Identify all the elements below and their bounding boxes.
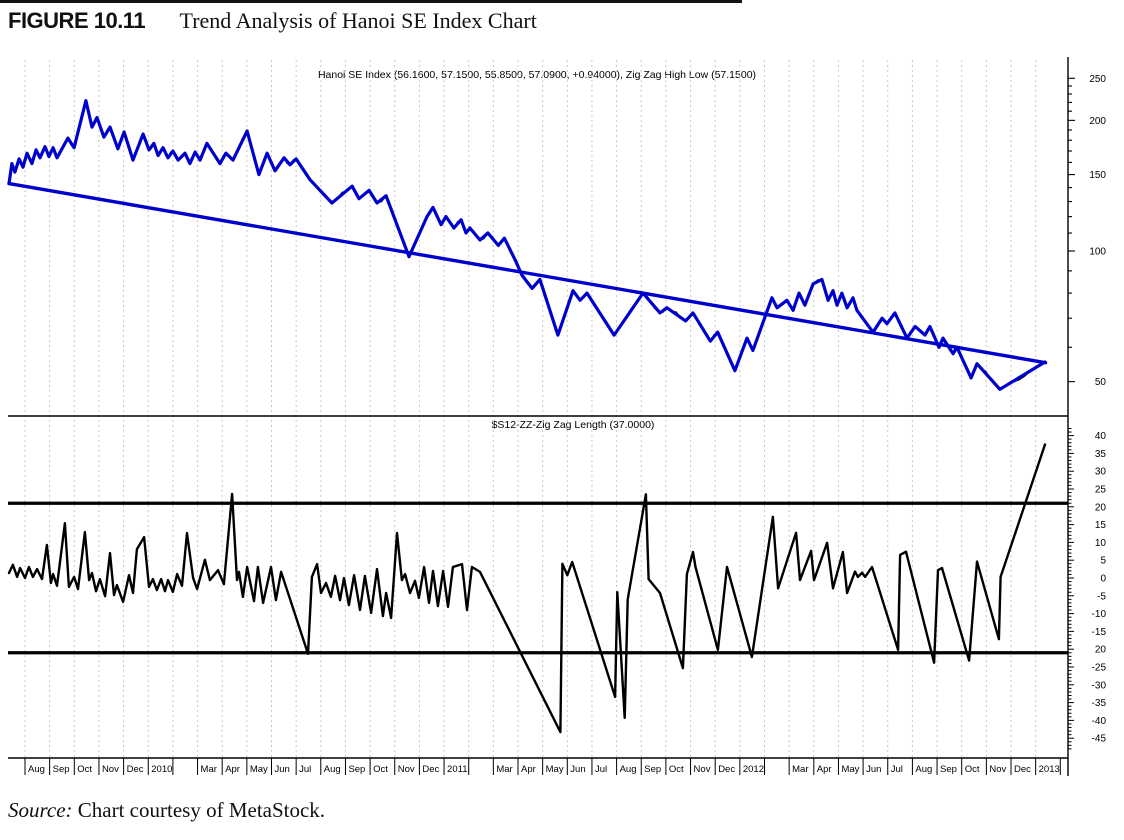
metastock-chart: Hanoi SE Index (56.1600, 57.1500, 55.850…: [7, 57, 1107, 776]
month-label: Dec: [422, 764, 439, 775]
price-line: [8, 100, 1046, 390]
month-label: Nov: [989, 764, 1006, 775]
oscillator-axis-label: 10: [1095, 538, 1107, 549]
figure-label: FIGURE 10.11: [8, 8, 146, 33]
month-label: Mar: [792, 764, 808, 775]
trendline: [7, 181, 1048, 365]
month-label: Sep: [53, 764, 70, 775]
price-axis-label: 50: [1095, 377, 1107, 388]
month-label: 2011: [447, 764, 467, 775]
oscillator-axis-label: -10: [1092, 609, 1107, 620]
price-axis-label: 200: [1089, 116, 1106, 127]
oscillator-axis-label: -40: [1092, 716, 1107, 727]
month-label: Mar: [496, 764, 512, 775]
chart-canvas: Hanoi SE Index (56.1600, 57.1500, 55.850…: [7, 57, 1107, 776]
oscillator-axis-label: 0: [1100, 574, 1106, 585]
oscillator-axis-label: 20: [1095, 502, 1107, 513]
month-label: Jul: [299, 764, 311, 775]
source-note: Source: Chart courtesy of MetaStock.: [8, 798, 325, 823]
month-label: Jul: [595, 764, 607, 775]
oscillator-axis-label: 35: [1095, 449, 1107, 460]
figure-caption: Trend Analysis of Hanoi SE Index Chart: [179, 8, 537, 33]
month-label: Oct: [373, 764, 388, 775]
month-label: 2013: [1039, 764, 1060, 775]
price-axis-label: 150: [1089, 170, 1106, 181]
figure-header: FIGURE 10.11 Trend Analysis of Hanoi SE …: [8, 8, 537, 34]
oscillator-axis-label: 15: [1095, 520, 1107, 531]
oscillator-axis-label: -35: [1092, 698, 1107, 709]
oscillator-axis-label: 25: [1095, 485, 1107, 496]
oscillator-axis-label: -15: [1092, 627, 1107, 638]
oscillator-line: [7, 443, 1047, 734]
price-panel-title: Hanoi SE Index (56.1600, 57.1500, 55.850…: [318, 69, 756, 81]
figure-top-rule: [0, 0, 742, 3]
oscillator-panel-title: $S12-ZZ-Zig Zag Length (37.0000): [492, 419, 655, 431]
month-label: Aug: [620, 764, 637, 775]
month-label: 2012: [743, 764, 764, 775]
month-label: 2010: [151, 764, 172, 775]
month-label: Nov: [398, 764, 415, 775]
month-label: Apr: [225, 764, 240, 775]
month-label: May: [841, 764, 859, 775]
month-label: Aug: [324, 764, 341, 775]
source-text: Chart courtesy of MetaStock.: [72, 798, 326, 822]
month-label: Sep: [348, 764, 365, 775]
month-label: Oct: [77, 764, 92, 775]
month-label: Nov: [102, 764, 119, 775]
month-label: Aug: [915, 764, 932, 775]
month-label: Dec: [1014, 764, 1031, 775]
month-label: Jun: [275, 764, 290, 775]
oscillator-axis-label: -30: [1092, 680, 1107, 691]
month-label: Aug: [28, 764, 45, 775]
month-label: Dec: [718, 764, 735, 775]
source-prefix: Source:: [8, 798, 73, 822]
month-label: Sep: [940, 764, 957, 775]
month-label: May: [250, 764, 268, 775]
month-label: Mar: [201, 764, 217, 775]
month-label: Jun: [570, 764, 585, 775]
month-label: Jun: [866, 764, 881, 775]
zigzag-line: [7, 99, 1047, 391]
month-label: Sep: [644, 764, 661, 775]
price-axis-label: 250: [1089, 74, 1106, 85]
oscillator-axis-label: 5: [1100, 556, 1106, 567]
month-label: Oct: [669, 764, 684, 775]
month-label: Oct: [965, 764, 980, 775]
month-label: May: [546, 764, 564, 775]
oscillator-axis-label: 30: [1095, 467, 1107, 478]
month-label: Nov: [694, 764, 711, 775]
oscillator-axis-label: 40: [1095, 431, 1107, 442]
oscillator-axis-label: -25: [1092, 663, 1107, 674]
month-label: Apr: [817, 764, 832, 775]
price-axis-label: 100: [1089, 247, 1106, 258]
oscillator-axis-label: -45: [1092, 734, 1107, 745]
oscillator-axis-label: 20: [1095, 645, 1107, 656]
oscillator-axis-label: -5: [1097, 591, 1106, 602]
month-label: Dec: [127, 764, 144, 775]
month-label: Apr: [521, 764, 536, 775]
month-label: Jul: [891, 764, 903, 775]
